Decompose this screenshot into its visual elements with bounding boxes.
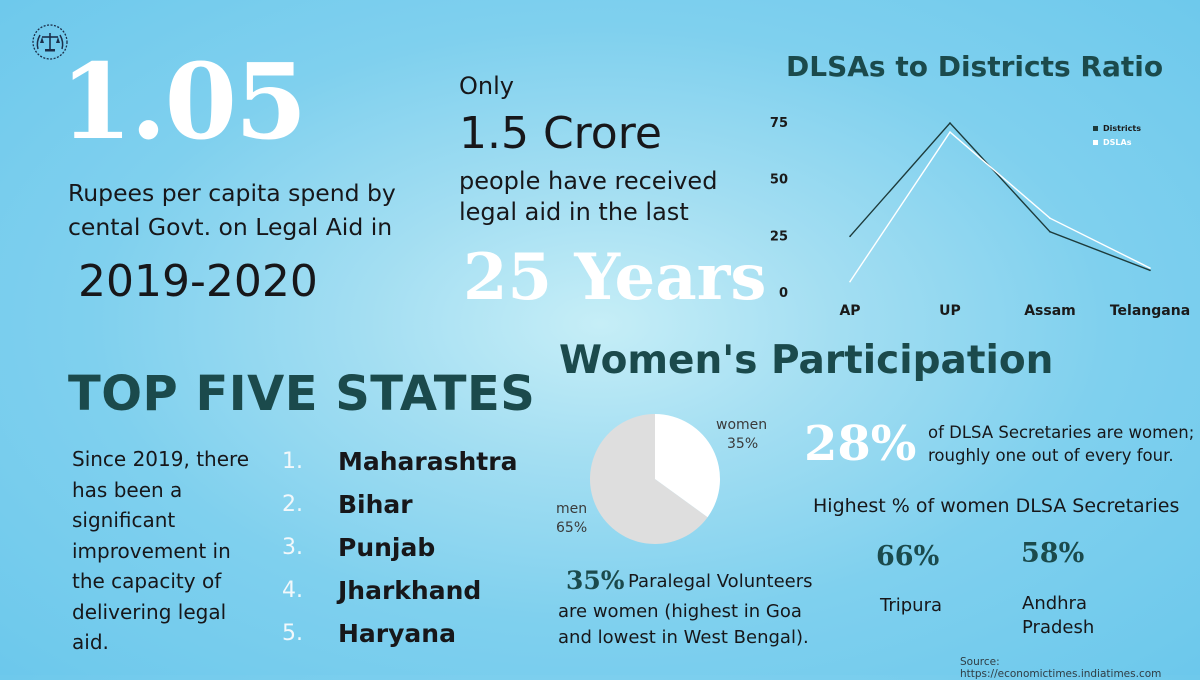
x-tick-label: AP	[839, 303, 860, 319]
legend-swatch	[1093, 140, 1098, 145]
top-states-title: TOP FIVE STATES	[68, 366, 536, 422]
series-line-dslas	[849, 131, 1151, 283]
data-point	[1049, 231, 1051, 233]
source-credit: Source: https://economictimes.indiatimes…	[960, 656, 1162, 680]
line-chart: 0 25 50 75 AP UP Assam Telangana Districts DSLA…	[770, 116, 1190, 319]
data-point	[1149, 269, 1151, 272]
top-states-description: Since 2019, there has been a significant…	[72, 447, 250, 654]
state-name: Bihar	[338, 490, 413, 519]
highest-state-pct: 66%	[876, 541, 940, 572]
top-states-list: 1. Maharashtra 2. Bihar 3. Punjab 4. Jharkha…	[282, 444, 517, 659]
recipients-amount: 1.5 Crore	[459, 108, 662, 159]
highest-state-pct: 58%	[1021, 538, 1085, 569]
chart-title: DLSAs to Districts Ratio	[786, 50, 1164, 83]
data-point	[949, 122, 951, 124]
highest-secretaries-title: Highest % of women DLSA Secretaries	[813, 495, 1180, 517]
state-rank: 2.	[282, 492, 303, 517]
paralegal-description-line1: Paralegal Volunteers	[628, 571, 813, 592]
list-item: 4. Jharkhand	[282, 573, 517, 616]
pie-label-men: men 65%	[556, 500, 587, 538]
x-tick-label: Telangana	[1110, 303, 1190, 319]
pie-label-women-pct: 35%	[727, 436, 759, 452]
period-figure: 25 Years	[463, 240, 767, 315]
pie-label-women: women 35%	[716, 416, 767, 454]
pie-label-women-name: women	[716, 417, 768, 433]
x-tick-label: Assam	[1024, 303, 1076, 319]
gender-pie-chart	[590, 414, 720, 544]
data-point	[949, 131, 951, 133]
per-capita-description: Rupees per capita spend by cental Govt. …	[68, 179, 396, 241]
per-capita-figure: 1.05	[60, 40, 307, 163]
data-point	[849, 235, 851, 238]
y-tick-label: 25	[770, 229, 788, 244]
x-tick-label: UP	[939, 303, 961, 319]
series-line-districts	[849, 121, 1151, 271]
data-point	[849, 280, 851, 283]
pie-slice-men	[590, 414, 708, 544]
fiscal-year: 2019-2020	[78, 256, 318, 307]
y-tick-label: 75	[770, 116, 788, 131]
secretaries-percentage: 28%	[804, 416, 917, 472]
list-item: 1. Maharashtra	[282, 444, 517, 487]
legend-swatch	[1093, 126, 1098, 131]
paralegal-description: are women (highest in Goa and lowest in …	[558, 601, 809, 648]
highest-state-name: Tripura	[880, 595, 943, 616]
list-item: 2. Bihar	[282, 487, 517, 530]
state-name: Punjab	[338, 533, 436, 562]
list-item: 3. Punjab	[282, 530, 517, 573]
paralegal-percentage: 35%	[566, 566, 625, 595]
pie-slice-women	[655, 414, 720, 518]
state-rank: 1.	[282, 449, 303, 474]
list-item: 5. Haryana	[282, 616, 517, 659]
state-rank: 3.	[282, 535, 303, 560]
data-point	[1149, 267, 1151, 269]
recipients-description: people have received legal aid in the la…	[459, 167, 718, 226]
secretaries-description: of DLSA Secretaries are women; roughly o…	[928, 423, 1195, 465]
y-tick-label: 0	[779, 286, 788, 301]
state-rank: 5.	[282, 621, 303, 646]
highest-state-name: Andhra Pradesh	[1022, 593, 1095, 638]
scales-of-justice-icon	[30, 22, 70, 62]
state-name: Haryana	[338, 619, 456, 648]
state-name: Maharashtra	[338, 447, 518, 476]
pie-label-men-pct: 65%	[556, 520, 588, 536]
women-section-title: Women's Participation	[559, 338, 1054, 383]
pie-label-men-name: men	[556, 501, 588, 517]
legend-label: DSLAs	[1103, 138, 1132, 147]
data-point	[1049, 217, 1051, 219]
only-label: Only	[459, 72, 514, 100]
state-name: Jharkhand	[338, 576, 482, 605]
legend-label: Districts	[1103, 124, 1141, 133]
state-rank: 4.	[282, 578, 303, 603]
y-tick-label: 50	[770, 173, 788, 188]
